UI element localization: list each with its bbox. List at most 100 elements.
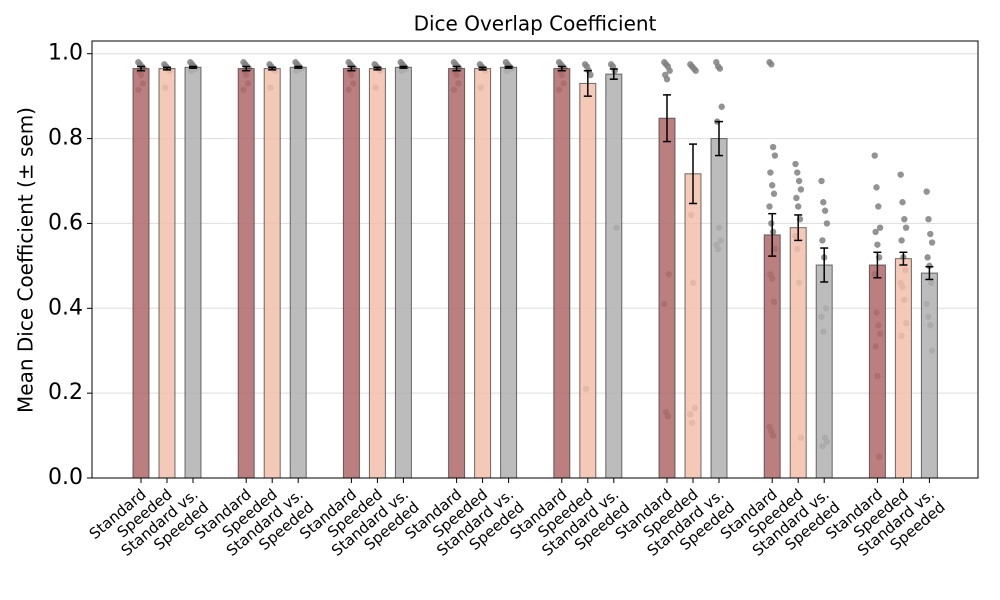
bar — [500, 66, 518, 479]
data-point — [872, 228, 879, 236]
data-point — [768, 61, 775, 68]
error-bar — [242, 65, 251, 72]
data-point — [876, 224, 884, 231]
error-bar — [873, 251, 882, 279]
data-point — [821, 207, 829, 214]
data-point — [927, 230, 934, 238]
error-bar — [663, 94, 671, 143]
data-point — [797, 186, 805, 193]
data-point — [692, 67, 699, 74]
error-bar — [399, 65, 408, 69]
data-point — [767, 169, 774, 176]
bar — [815, 264, 833, 479]
error-bar — [478, 66, 487, 71]
data-point — [923, 188, 930, 195]
bar — [132, 68, 150, 479]
data-point — [901, 215, 908, 223]
data-point — [924, 254, 931, 261]
plot-frame — [91, 40, 979, 479]
y-tick-label: 0.2 — [48, 380, 83, 405]
data-point — [770, 190, 778, 197]
error-bar — [504, 65, 513, 69]
bar — [289, 66, 307, 479]
error-bar — [583, 69, 592, 97]
error-bar — [347, 65, 356, 72]
data-point — [902, 224, 910, 231]
data-point — [666, 67, 673, 74]
error-bar — [189, 65, 197, 69]
data-point — [874, 241, 881, 248]
bar — [894, 258, 912, 479]
data-point — [818, 177, 825, 185]
bar — [789, 227, 807, 479]
y-tick-label: 0.8 — [48, 126, 83, 151]
data-point — [716, 65, 724, 72]
data-point — [793, 194, 800, 202]
bar — [184, 66, 202, 479]
error-bar — [163, 66, 171, 71]
bar — [868, 264, 886, 479]
error-bar — [294, 65, 303, 69]
data-point — [820, 199, 827, 206]
error-bar — [715, 120, 723, 157]
error-bar — [557, 65, 566, 72]
data-point — [794, 169, 801, 176]
data-point — [766, 203, 773, 210]
chart-title: Dice Overlap Coefficient — [414, 12, 657, 36]
y-tick-label: 0.6 — [48, 210, 83, 235]
data-point — [587, 71, 594, 79]
data-point — [718, 103, 725, 110]
data-point — [795, 177, 803, 185]
error-bar — [925, 265, 934, 281]
data-point — [926, 262, 933, 270]
error-bar — [689, 143, 697, 205]
data-point — [875, 203, 882, 210]
data-point — [795, 203, 802, 210]
data-point — [771, 152, 779, 159]
bar — [658, 117, 676, 479]
y-tick-label: 1.0 — [48, 41, 83, 66]
data-point — [823, 220, 831, 227]
data-point — [898, 237, 905, 244]
data-point — [768, 220, 775, 227]
bar — [553, 68, 571, 479]
y-axis-label: Mean Dice Coefficient (± sem) — [14, 107, 38, 413]
bar — [920, 272, 938, 479]
bar — [263, 68, 281, 479]
error-bar — [452, 65, 461, 72]
error-bar — [768, 212, 777, 257]
data-point — [873, 184, 880, 191]
error-bar — [820, 247, 829, 283]
error-bar — [794, 214, 803, 242]
bar — [684, 173, 702, 479]
bar — [710, 138, 728, 479]
bar — [368, 68, 386, 479]
bar — [237, 68, 255, 479]
data-point — [792, 160, 799, 168]
data-point — [769, 182, 776, 189]
y-tick-label: 0.0 — [48, 465, 83, 490]
data-point — [769, 143, 777, 151]
error-bar — [268, 66, 277, 71]
bar — [605, 73, 623, 479]
bar — [474, 68, 492, 479]
data-point — [769, 228, 777, 236]
data-point — [899, 199, 906, 206]
error-bar — [899, 251, 908, 266]
data-point — [663, 75, 671, 83]
data-point — [897, 171, 904, 178]
bar — [158, 68, 176, 479]
data-point — [819, 237, 826, 244]
error-bar — [137, 65, 145, 72]
data-point — [871, 152, 878, 159]
data-point — [925, 215, 932, 223]
error-bar — [373, 66, 382, 71]
bar — [448, 68, 466, 479]
y-tick-label: 0.4 — [48, 295, 83, 320]
bar — [394, 66, 412, 479]
bar — [763, 234, 781, 479]
bar — [579, 82, 597, 479]
data-point — [928, 239, 936, 246]
bar — [342, 68, 360, 479]
